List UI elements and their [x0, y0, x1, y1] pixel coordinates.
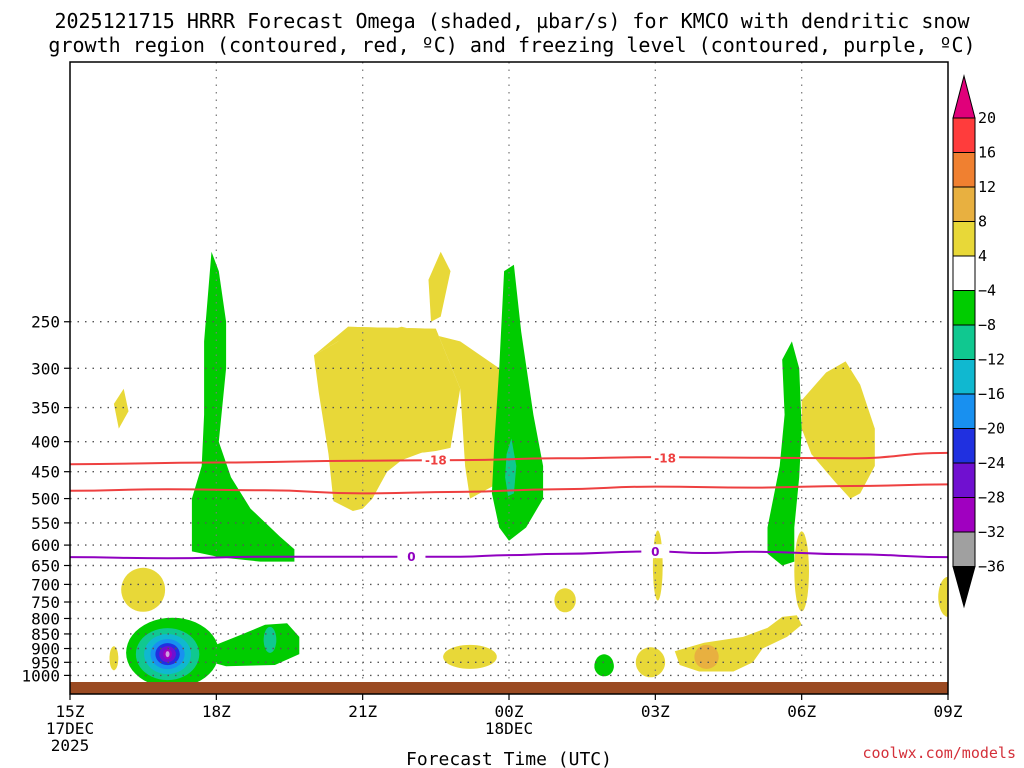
- y-tick-label: 250: [31, 313, 60, 332]
- colorbar-swatch: [952, 462, 976, 498]
- x-tick-label: 09Z: [934, 702, 963, 721]
- colorbar-swatch: [952, 324, 976, 360]
- omega-region-positive: [443, 644, 497, 669]
- y-tick-label: 1000: [21, 666, 60, 685]
- x-tick-label: 06Z: [787, 702, 816, 721]
- colorbar-swatch: [952, 393, 976, 429]
- omega-region-positive: [554, 588, 576, 613]
- colorbar-tick-label: 4: [978, 247, 987, 265]
- colorbar: 20 16 12 8 4 −4 −8 −12 −16 −20 −24 −28 −32 −36: [952, 74, 1005, 609]
- y-tick-label: 500: [31, 490, 60, 509]
- omega-region-positive: [794, 531, 809, 612]
- chart-title-line2: growth region (contoured, red, ºC) and f…: [48, 33, 975, 57]
- y-tick-label: 950: [31, 653, 60, 672]
- y-tick-label: 750: [31, 593, 60, 612]
- y-tick-label: 900: [31, 640, 60, 659]
- colorbar-swatch: [952, 290, 976, 326]
- colorbar-swatch: [952, 359, 976, 395]
- colorbar-tick-label: −24: [978, 454, 1005, 472]
- omega-region-positive: [428, 251, 451, 322]
- y-tick-label: 350: [31, 399, 60, 418]
- omega-region-positive: [635, 647, 666, 678]
- colorbar-swatch: [952, 221, 976, 257]
- omega-region-positive: [652, 530, 663, 601]
- colorbar-swatch: [952, 531, 976, 567]
- omega-region-negative: [491, 264, 544, 541]
- x-axis-label: Forecast Time (UTC): [406, 749, 612, 768]
- colorbar-tick-label: −12: [978, 351, 1005, 369]
- omega-region-positive: [674, 615, 802, 672]
- y-tick-label: 450: [31, 463, 60, 482]
- contour-label-bg: [397, 549, 426, 564]
- y-axis: 2503003504004505005506006507007508008509…: [21, 313, 70, 685]
- credit-text: coolwx.com/models: [862, 744, 1016, 762]
- contour-line-freezing-level: [69, 550, 949, 560]
- omega-region-negative: [505, 438, 517, 496]
- contour-label: 0: [407, 550, 415, 564]
- colorbar-tick-label: 20: [978, 109, 996, 127]
- contour-label: 0: [651, 545, 659, 559]
- colorbar-tick-label: 16: [978, 144, 996, 162]
- contour-label-bg: [641, 544, 670, 559]
- contour-label-bg: [651, 450, 680, 465]
- omega-region-negative: [191, 251, 295, 562]
- colorbar-tick-label: −32: [978, 523, 1005, 541]
- colorbar-tick-label: 8: [978, 213, 987, 231]
- y-tick-label: 650: [31, 557, 60, 576]
- x-tick-label: 21Z: [348, 702, 377, 721]
- omega-region-positive: [938, 576, 948, 617]
- omega-region-positive: [121, 567, 166, 612]
- colorbar-tick-label: −16: [978, 385, 1005, 403]
- y-tick-label: 850: [31, 625, 60, 644]
- colorbar-tick-label: 12: [978, 178, 996, 196]
- x-tick-label: 18DEC: [485, 719, 533, 738]
- colorbar-tick-label: −4: [978, 282, 996, 300]
- contour-label: -18: [654, 451, 676, 465]
- x-tick-label: 03Z: [641, 702, 670, 721]
- colorbar-swatch: [952, 497, 976, 533]
- colorbar-tick-label: −36: [978, 558, 1005, 576]
- x-tick-label: 18Z: [202, 702, 231, 721]
- omega-region-negative: [767, 341, 802, 566]
- colorbar-swatch: [952, 186, 976, 222]
- colorbar-swatch: [952, 117, 976, 153]
- contour-label-bg: [421, 452, 450, 467]
- x-tick-label: 2025: [51, 736, 90, 755]
- colorbar-swatch: [952, 152, 976, 188]
- colorbar-bottom-arrow: [952, 566, 976, 609]
- y-tick-label: 600: [31, 536, 60, 555]
- omega-region-negative: [165, 651, 170, 658]
- colorbar-swatch: [952, 255, 976, 291]
- colorbar-tick-label: −20: [978, 420, 1005, 438]
- temperature-contours: -18 -18 0 0: [69, 450, 949, 564]
- y-tick-label: 800: [31, 610, 60, 629]
- omega-region-positive: [313, 326, 509, 499]
- omega-region-negative: [594, 654, 614, 677]
- colorbar-swatch: [952, 428, 976, 464]
- y-tick-label: 400: [31, 433, 60, 452]
- y-tick-label: 300: [31, 359, 60, 378]
- omega-region-positive: [313, 326, 461, 511]
- colorbar-tick-label: −8: [978, 316, 996, 334]
- ground-surface-bar: [70, 682, 948, 694]
- contour-line-dendritic-18-lower: [69, 483, 949, 495]
- omega-region-positive: [801, 361, 875, 499]
- x-tick-label: 15Z: [56, 702, 85, 721]
- chart-title-line1: 2025121715 HRRR Forecast Omega (shaded, …: [54, 9, 970, 33]
- contour-label: -18: [425, 454, 447, 468]
- contour-line-dendritic-18-upper: [69, 451, 949, 466]
- x-tick-label: 17DEC: [46, 719, 94, 738]
- y-tick-label: 550: [31, 514, 60, 533]
- y-tick-label: 700: [31, 575, 60, 594]
- omega-shading: [109, 251, 948, 688]
- colorbar-top-arrow: [952, 74, 976, 119]
- colorbar-tick-label: −28: [978, 489, 1005, 507]
- omega-region-negative: [206, 623, 300, 667]
- x-tick-label: 00Z: [495, 702, 524, 721]
- omega-region-positive: [109, 646, 119, 671]
- omega-region-positive: [113, 388, 129, 429]
